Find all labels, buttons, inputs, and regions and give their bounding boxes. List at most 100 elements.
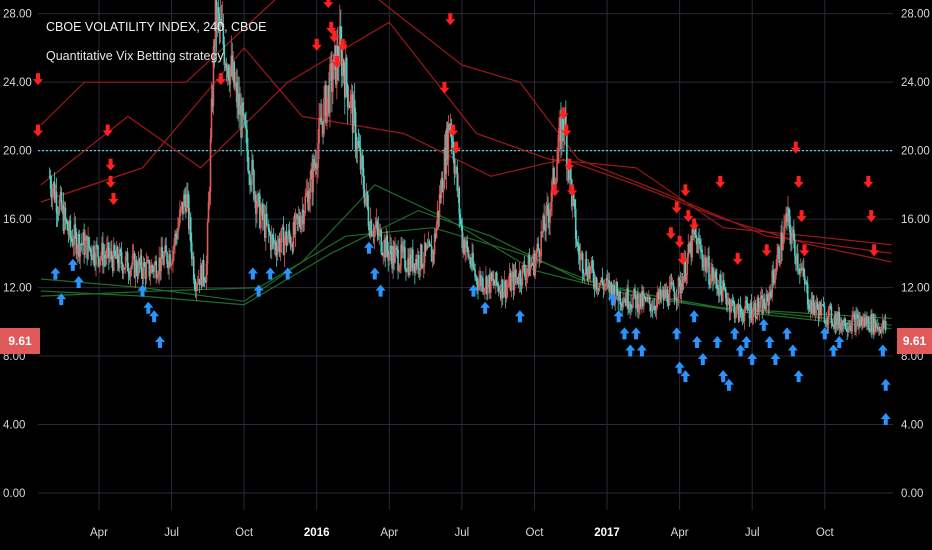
- sell-arrow-icon: [33, 73, 43, 86]
- candle-body: [144, 266, 147, 280]
- candle-body: [239, 105, 241, 115]
- candle-body: [783, 226, 785, 243]
- candle-body: [790, 232, 792, 244]
- y-axis-right: 0.00 4.00 8.00 12.00 16.00 20.00 24.00 28.00: [901, 9, 930, 500]
- candle-body: [427, 241, 430, 248]
- candle-body: [290, 244, 293, 246]
- candle-body: [139, 255, 142, 266]
- candle-body: [343, 74, 346, 98]
- candle-body: [492, 279, 494, 281]
- candle-body: [666, 289, 669, 304]
- candle-body: [62, 205, 65, 231]
- candle-body: [813, 306, 816, 314]
- sell-arrow-icon: [683, 210, 694, 223]
- buy-arrow-icon: [718, 370, 729, 383]
- candle-body: [254, 194, 256, 200]
- candle-body: [481, 278, 483, 287]
- candle-body: [653, 305, 656, 309]
- candle-body: [435, 224, 438, 238]
- y-tick-label: 4.00: [3, 420, 25, 432]
- candle-body: [440, 178, 443, 199]
- candle-body: [230, 55, 233, 68]
- candle-body: [803, 275, 806, 285]
- candle-body: [83, 232, 85, 255]
- candle-body: [694, 227, 696, 236]
- candle-body: [582, 273, 585, 275]
- candle-body: [651, 308, 654, 311]
- candle-body: [195, 284, 198, 292]
- sell-arrow-icon: [215, 73, 226, 86]
- candle-body: [851, 317, 853, 332]
- candle-body: [251, 159, 253, 185]
- candle-body: [84, 240, 86, 255]
- candle-body: [858, 319, 860, 327]
- candle-body: [371, 234, 374, 236]
- candle-body: [545, 206, 547, 232]
- candle-body: [514, 270, 517, 278]
- candle-body: [614, 297, 617, 304]
- candle-body: [105, 256, 107, 259]
- candle-body: [477, 284, 479, 290]
- buy-arrow-icon: [692, 335, 703, 348]
- candle-body: [658, 288, 661, 300]
- candle-body: [120, 252, 123, 265]
- candle-body: [357, 141, 360, 147]
- candle-body: [312, 159, 314, 193]
- candle-body: [598, 282, 601, 290]
- candle-body: [705, 257, 707, 273]
- candle-body: [116, 247, 119, 264]
- x-axis: Apr Jul Oct 2016 Apr Jul Oct 2017 Apr Jul Oct: [90, 527, 835, 539]
- sell-arrow-icon: [799, 244, 810, 257]
- candle-body: [175, 233, 177, 237]
- candle-body: [639, 293, 641, 308]
- buy-arrow-icon: [729, 327, 740, 340]
- candle-body: [775, 269, 777, 276]
- candle-body: [233, 61, 235, 88]
- candle-body: [751, 317, 754, 321]
- candle-body: [117, 263, 120, 269]
- candle-body: [712, 267, 714, 282]
- candle-body: [59, 191, 62, 200]
- candle-body: [836, 313, 839, 325]
- buy-arrow-icon: [143, 301, 154, 314]
- candle-body: [325, 85, 327, 123]
- candle-body: [470, 263, 472, 267]
- candle-body: [187, 194, 190, 230]
- candle-body: [855, 314, 857, 332]
- sell-arrow-icon: [549, 184, 560, 197]
- candle-body: [70, 236, 73, 239]
- candle-body: [454, 168, 457, 174]
- candle-body: [164, 245, 166, 256]
- candle-body: [704, 257, 706, 262]
- candle-body: [193, 279, 196, 289]
- red-moving-averages: [40, 0, 892, 263]
- candle-body: [321, 120, 323, 125]
- candle-body: [108, 242, 110, 259]
- candle-body: [89, 247, 91, 249]
- candle-body: [49, 176, 52, 189]
- candle-body: [650, 308, 653, 312]
- buy-arrow-icon: [877, 344, 888, 357]
- candle-body: [317, 143, 319, 169]
- candle-body: [462, 239, 465, 248]
- candle-body: [213, 46, 216, 48]
- candle-body: [539, 255, 541, 258]
- candle-body: [583, 273, 586, 275]
- candle-body: [729, 307, 732, 312]
- candle-body: [237, 93, 239, 108]
- candle-body: [269, 234, 272, 251]
- candle-body: [730, 300, 733, 308]
- candle-body: [394, 247, 396, 263]
- candle-body: [242, 102, 244, 117]
- candle-body: [629, 304, 631, 310]
- candle-body: [228, 77, 231, 85]
- candle-body: [64, 207, 67, 220]
- candle-body: [717, 288, 719, 290]
- candle-body: [216, 7, 219, 29]
- candle-body: [245, 125, 247, 130]
- candle-body: [738, 304, 741, 321]
- candle-body: [411, 249, 413, 269]
- candle-body: [561, 115, 563, 150]
- candle-body: [702, 259, 704, 268]
